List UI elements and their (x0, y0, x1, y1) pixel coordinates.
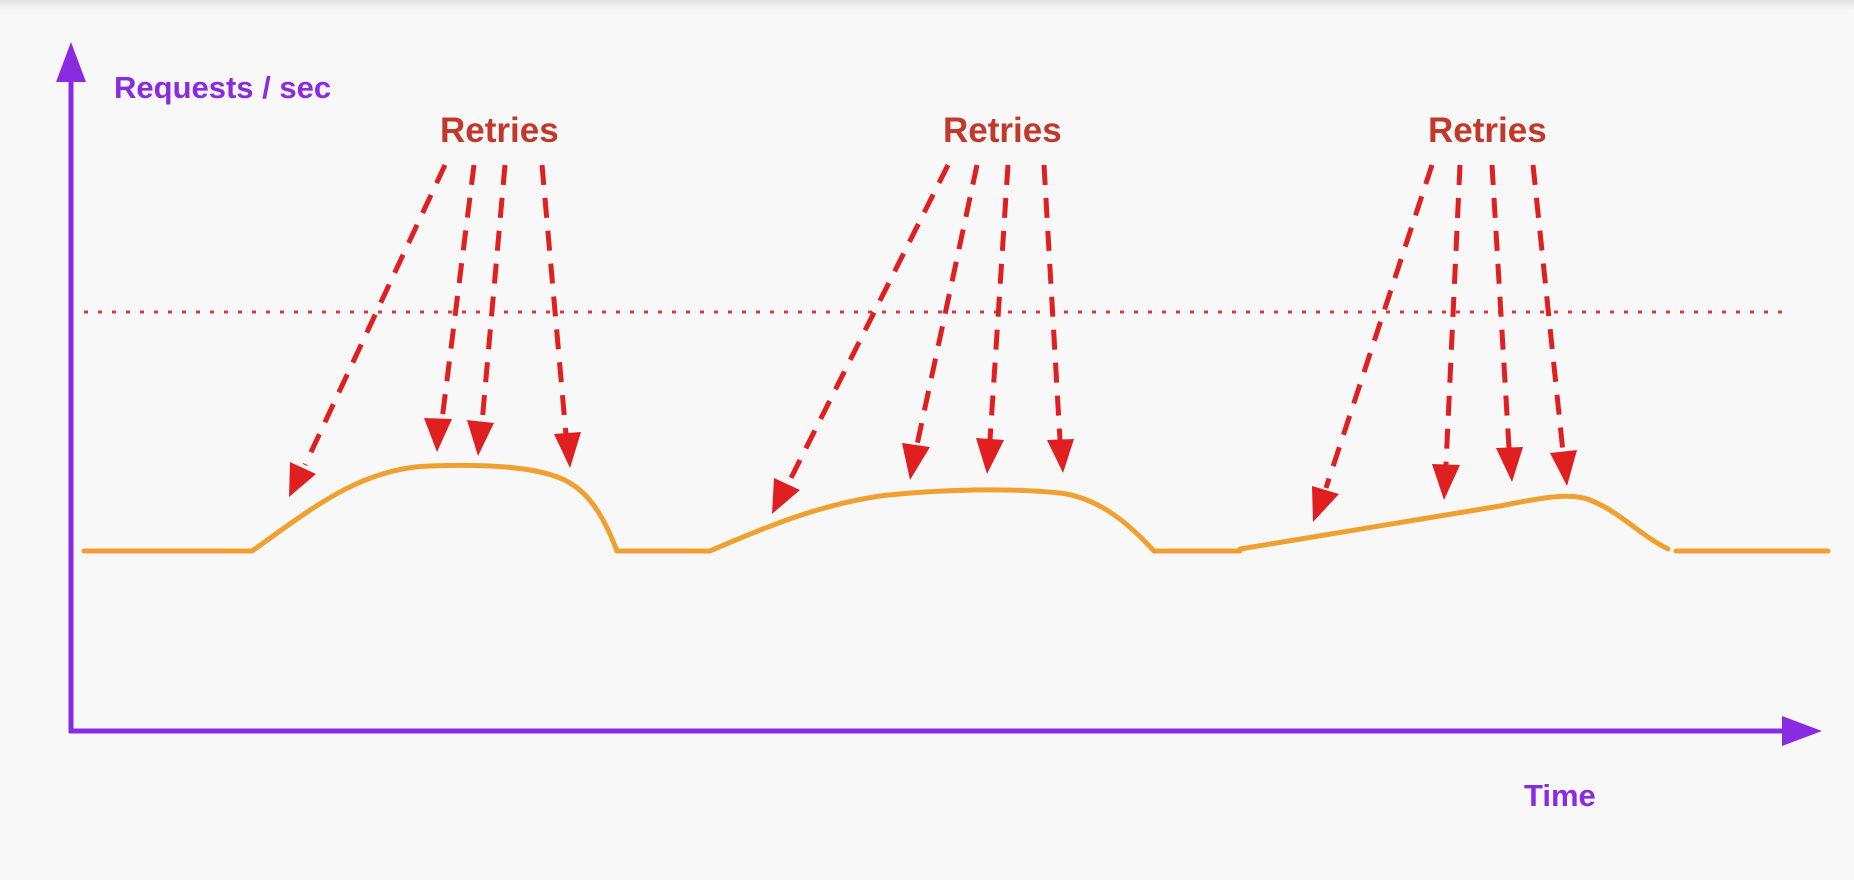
retry-arrowheads-group-3 (1312, 447, 1577, 522)
y-axis-arrowhead (56, 42, 86, 82)
retry-arrowhead (902, 443, 930, 480)
x-axis-label: Time (1524, 778, 1596, 813)
retry-arrowhead (1432, 464, 1460, 500)
retry-arrowhead (1550, 450, 1577, 486)
retry-arrowhead (1312, 486, 1339, 522)
retry-hump-3 (1237, 493, 1671, 552)
retry-arrow (1530, 164, 1566, 453)
top-shadow (0, 0, 1854, 10)
retries-label-1: Retries (440, 111, 559, 150)
y-axis-label: Requests / sec (114, 70, 331, 105)
retry-arrows-group-3 (1323, 164, 1566, 489)
retry-arrowhead (289, 462, 316, 497)
retry-arrowhead (772, 478, 800, 514)
retry-arrow (479, 164, 508, 424)
retry-arrow (302, 163, 448, 467)
retry-arrows-group-2 (787, 163, 1063, 482)
retries-label-2: Retries (943, 111, 1062, 150)
retry-arrow (1323, 164, 1435, 489)
load-curve (81, 462, 1831, 554)
retry-arrow (439, 164, 477, 421)
retry-arrow (539, 164, 569, 436)
retry-arrowhead (976, 438, 1004, 474)
retry-arrowheads-group-2 (772, 438, 1074, 514)
retry-arrowhead (1496, 447, 1523, 482)
retry-arrows-group-1 (302, 163, 569, 467)
retry-arrow (1443, 164, 1463, 466)
retry-hump-2 (707, 487, 1157, 554)
retry-arrowhead (554, 432, 581, 468)
retry-arrow (1041, 164, 1063, 441)
x-axis-arrowhead (1782, 716, 1822, 746)
retry-arrow (1489, 164, 1512, 449)
retry-arrow (914, 164, 980, 446)
retry-arrowhead (1047, 439, 1074, 473)
retry-hump-1 (249, 462, 620, 554)
retries-label-3: Retries (1428, 111, 1547, 150)
retry-arrow (787, 163, 951, 482)
retry-arrowhead (467, 420, 494, 456)
retry-arrowheads-group-1 (289, 418, 581, 497)
retry-arrowhead (424, 418, 452, 452)
retry-arrow (987, 164, 1011, 441)
